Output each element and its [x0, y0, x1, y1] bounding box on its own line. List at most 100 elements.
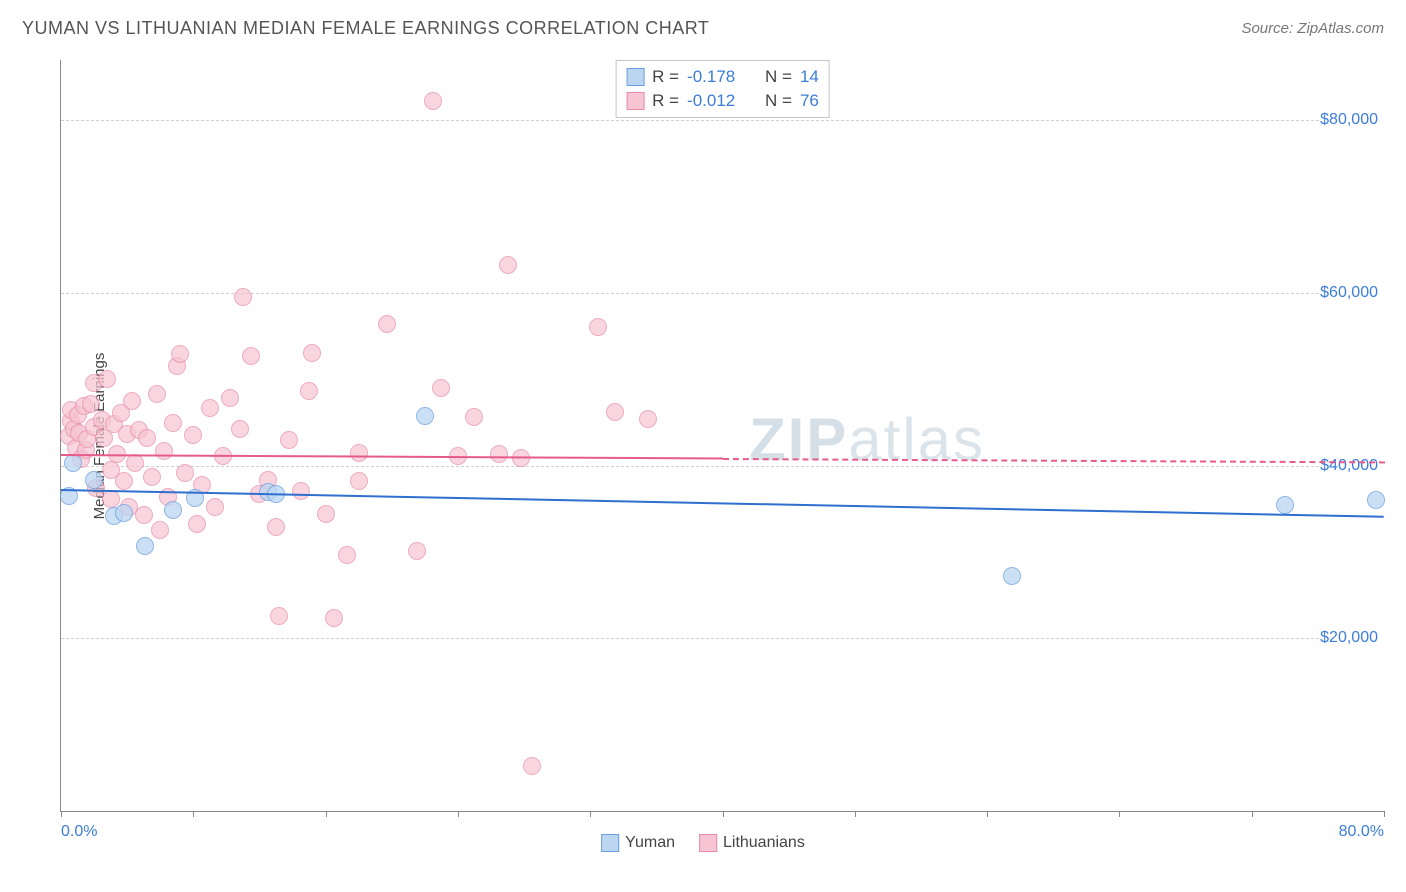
data-point	[490, 445, 508, 463]
data-point	[280, 431, 298, 449]
plot-wrapper: Median Female Earnings R =-0.178N =14R =…	[60, 60, 1384, 812]
data-point	[639, 410, 657, 428]
data-point	[123, 392, 141, 410]
x-tick	[1252, 811, 1253, 817]
legend-swatch	[601, 834, 619, 852]
data-point	[164, 501, 182, 519]
data-point	[300, 382, 318, 400]
legend-r-label: R =	[652, 91, 679, 111]
data-point	[201, 399, 219, 417]
x-tick	[723, 811, 724, 817]
legend-r-label: R =	[652, 67, 679, 87]
data-point	[135, 506, 153, 524]
legend-r-value: -0.178	[687, 67, 757, 87]
gridline-h	[61, 120, 1384, 121]
x-tick	[61, 811, 62, 817]
legend-swatch	[699, 834, 717, 852]
data-point	[231, 420, 249, 438]
data-point	[1003, 567, 1021, 585]
legend-swatch	[626, 68, 644, 86]
data-point	[267, 518, 285, 536]
legend-n-label: N =	[765, 91, 792, 111]
data-point	[171, 345, 189, 363]
y-tick-label: $60,000	[1320, 284, 1386, 302]
data-point	[350, 444, 368, 462]
data-point	[176, 464, 194, 482]
data-point	[184, 426, 202, 444]
x-tick	[326, 811, 327, 817]
data-point	[188, 515, 206, 533]
trend-line-extrapolated	[722, 458, 1384, 463]
data-point	[292, 482, 310, 500]
plot-area: R = -0.178 N = 14 R = -0.012 N = 76 ZIPatlas $2…	[60, 60, 1384, 812]
y-tick-label: $20,000	[1320, 629, 1386, 647]
data-point	[234, 288, 252, 306]
watermark-atlas: atlas	[848, 406, 985, 473]
x-tick	[1119, 811, 1120, 817]
data-point	[82, 395, 100, 413]
data-point	[1367, 491, 1385, 509]
data-point	[325, 609, 343, 627]
x-tick	[987, 811, 988, 817]
chart-header: YUMAN VS LITHUANIAN MEDIAN FEMALE EARNIN…	[10, 10, 1396, 47]
legend-row: R = -0.178 N = 14	[626, 65, 819, 89]
data-point	[408, 542, 426, 560]
watermark: ZIPatlas	[749, 405, 985, 474]
legend-n-label: N =	[765, 67, 792, 87]
y-tick-label: $80,000	[1320, 111, 1386, 129]
data-point	[221, 389, 239, 407]
data-point	[523, 757, 541, 775]
data-point	[606, 403, 624, 421]
data-point	[206, 498, 224, 516]
data-point	[499, 256, 517, 274]
data-point	[242, 347, 260, 365]
data-point	[98, 370, 116, 388]
data-point	[164, 414, 182, 432]
legend-n-value: 14	[800, 67, 819, 87]
data-point	[303, 344, 321, 362]
data-point	[143, 468, 161, 486]
series-legend: Yuman Lithuanians	[601, 834, 805, 852]
y-tick-label: $40,000	[1320, 457, 1386, 475]
data-point	[136, 537, 154, 555]
gridline-h	[61, 466, 1384, 467]
chart-container: YUMAN VS LITHUANIAN MEDIAN FEMALE EARNIN…	[10, 10, 1396, 882]
chart-title: YUMAN VS LITHUANIAN MEDIAN FEMALE EARNIN…	[22, 18, 709, 39]
gridline-h	[61, 293, 1384, 294]
data-point	[151, 521, 169, 539]
legend-label: Lithuanians	[723, 834, 805, 852]
data-point	[270, 607, 288, 625]
data-point	[589, 318, 607, 336]
x-tick	[1384, 811, 1385, 817]
legend-n-value: 76	[800, 91, 819, 111]
gridline-h	[61, 638, 1384, 639]
x-tick	[458, 811, 459, 817]
x-tick	[193, 811, 194, 817]
data-point	[338, 546, 356, 564]
correlation-legend: R = -0.178 N = 14 R = -0.012 N = 76	[615, 60, 830, 118]
data-point	[424, 92, 442, 110]
x-axis-label: 80.0%	[1339, 823, 1384, 841]
x-tick	[590, 811, 591, 817]
data-point	[378, 315, 396, 333]
data-point	[155, 442, 173, 460]
x-tick	[855, 811, 856, 817]
legend-item: Lithuanians	[699, 834, 805, 852]
data-point	[115, 504, 133, 522]
x-axis-label: 0.0%	[61, 823, 97, 841]
data-point	[126, 454, 144, 472]
legend-item: Yuman	[601, 834, 675, 852]
data-point	[432, 379, 450, 397]
legend-r-value: -0.012	[687, 91, 757, 111]
trend-line	[61, 489, 1384, 518]
data-point	[1276, 496, 1294, 514]
chart-source: Source: ZipAtlas.com	[1241, 20, 1384, 37]
data-point	[317, 505, 335, 523]
data-point	[148, 385, 166, 403]
data-point	[465, 408, 483, 426]
data-point	[416, 407, 434, 425]
legend-label: Yuman	[625, 834, 675, 852]
data-point	[64, 454, 82, 472]
data-point	[138, 429, 156, 447]
data-point	[350, 472, 368, 490]
